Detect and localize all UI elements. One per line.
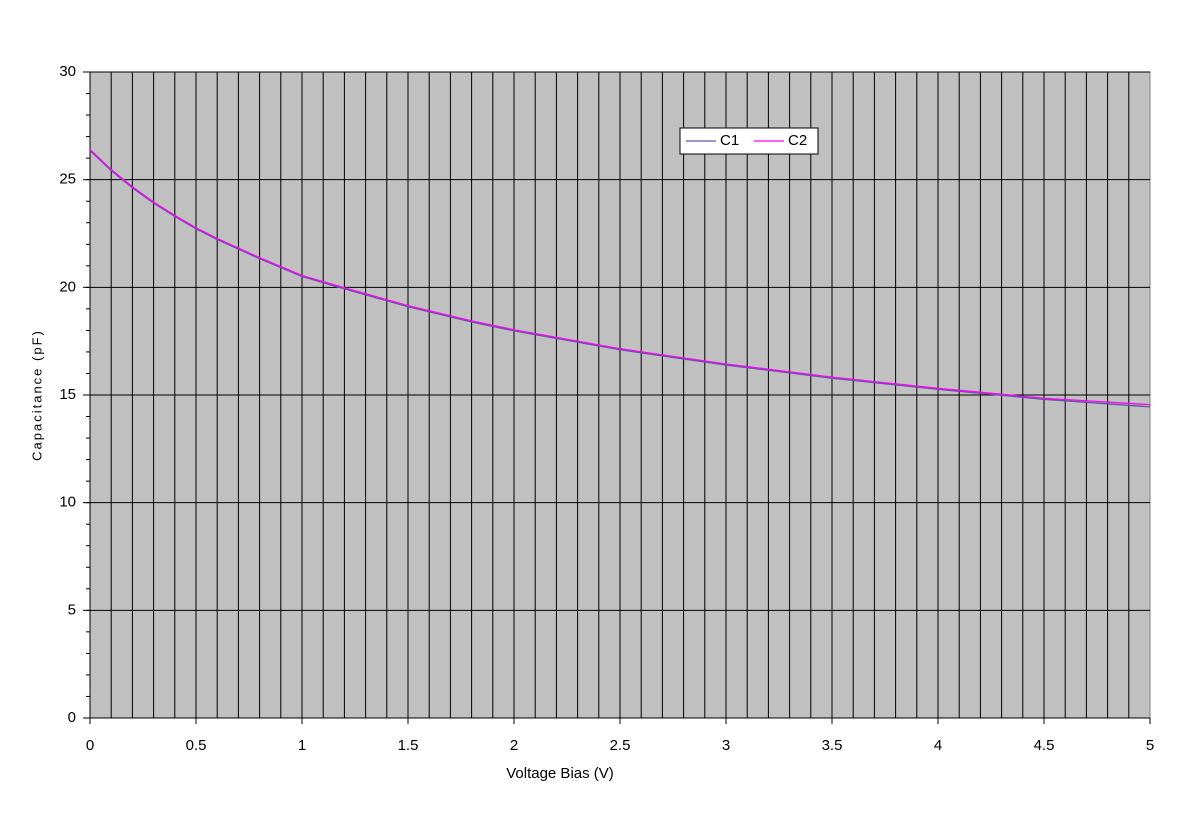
y-tick-label: 15 [59,386,76,403]
y-axis-label: Capacitance (pF) [29,329,44,461]
x-tick-label: 1 [298,737,306,754]
x-tick-label: 2 [510,737,518,754]
y-tick-label: 0 [68,709,76,726]
x-axis-label: Voltage Bias (V) [506,765,614,782]
x-tick-label: 5 [1146,737,1154,754]
y-tick-label: 30 [59,63,76,80]
y-tick-label: 10 [59,494,76,511]
legend-label: C2 [788,132,807,149]
x-tick-label: 4.5 [1034,737,1055,754]
x-tick-label: 0 [86,737,94,754]
legend-label: C1 [720,132,739,149]
x-tick-label: 1.5 [398,737,419,754]
x-tick-label: 4 [934,737,942,754]
x-tick-label: 3.5 [822,737,843,754]
legend: C1 C2 [679,127,819,155]
x-tick-label: 2.5 [610,737,631,754]
line-series [89,150,1151,408]
line-series [89,149,1151,406]
x-tick-label: 3 [722,737,730,754]
y-tick-label: 25 [59,171,76,188]
y-tick-label: 5 [68,601,76,618]
x-tick-label: 0.5 [186,737,207,754]
y-tick-label: 20 [59,278,76,295]
